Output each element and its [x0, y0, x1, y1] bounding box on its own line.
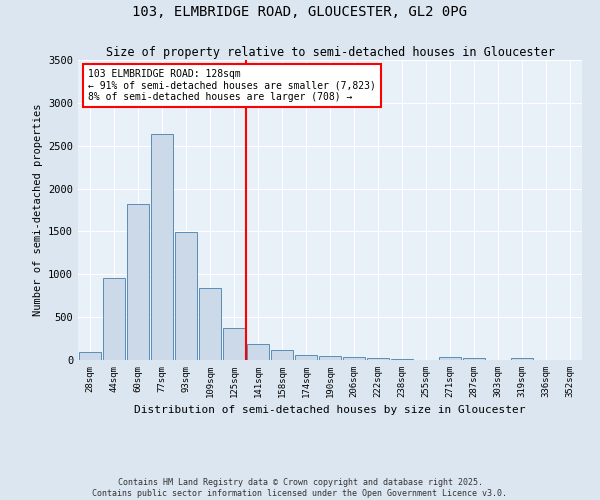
Bar: [271, 350, 293, 360]
Bar: [391, 359, 413, 360]
Bar: [343, 358, 365, 360]
Bar: [511, 358, 533, 360]
Y-axis label: Number of semi-detached properties: Number of semi-detached properties: [32, 104, 43, 316]
Bar: [295, 356, 317, 360]
Bar: [151, 134, 173, 360]
X-axis label: Distribution of semi-detached houses by size in Gloucester: Distribution of semi-detached houses by …: [134, 406, 526, 415]
Text: 103 ELMBRIDGE ROAD: 128sqm
← 91% of semi-detached houses are smaller (7,823)
8% : 103 ELMBRIDGE ROAD: 128sqm ← 91% of semi…: [88, 69, 376, 102]
Bar: [439, 358, 461, 360]
Bar: [127, 204, 149, 360]
Bar: [199, 288, 221, 360]
Text: Contains HM Land Registry data © Crown copyright and database right 2025.
Contai: Contains HM Land Registry data © Crown c…: [92, 478, 508, 498]
Text: 103, ELMBRIDGE ROAD, GLOUCESTER, GL2 0PG: 103, ELMBRIDGE ROAD, GLOUCESTER, GL2 0PG: [133, 5, 467, 19]
Bar: [319, 356, 341, 360]
Title: Size of property relative to semi-detached houses in Gloucester: Size of property relative to semi-detach…: [106, 46, 554, 59]
Bar: [175, 232, 197, 360]
Bar: [223, 328, 245, 360]
Bar: [79, 352, 101, 360]
Bar: [463, 358, 485, 360]
Bar: [103, 278, 125, 360]
Bar: [247, 344, 269, 360]
Bar: [367, 358, 389, 360]
